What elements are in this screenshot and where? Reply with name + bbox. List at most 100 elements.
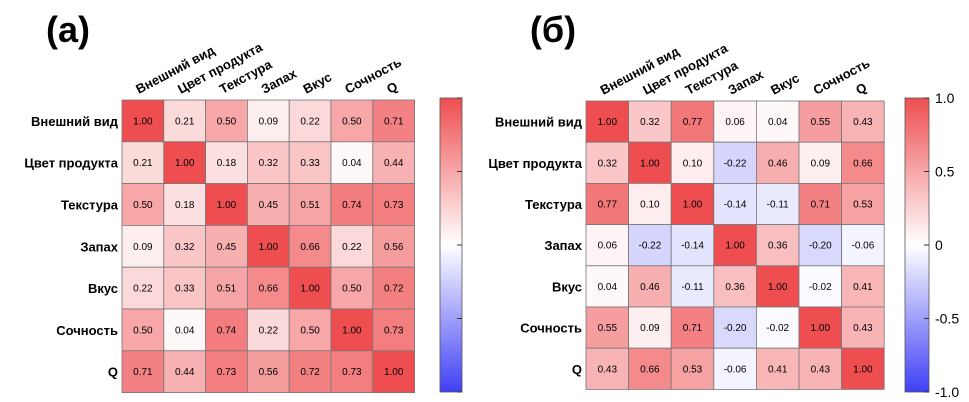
heatmap-cell [798, 141, 842, 184]
cell-value-label: 1.00 [259, 242, 279, 253]
heatmap-cell [246, 350, 290, 393]
cell-value-label: 1.00 [811, 323, 831, 334]
heatmap-cell [713, 265, 757, 308]
cell-value-label: -0.02 [809, 282, 832, 293]
heatmap-cell [756, 265, 800, 308]
cell-value-label: 0.46 [640, 282, 660, 293]
cell-value-label: 1.00 [175, 158, 195, 169]
row-label: Текстура [61, 198, 119, 213]
cell-value-label: 0.45 [259, 200, 279, 211]
cell-value-label: 0.04 [342, 158, 362, 169]
row-label: Вкус [552, 279, 582, 294]
heatmap-cell [163, 308, 207, 352]
cell-value-label: 0.09 [259, 116, 279, 127]
cell-value-label: 0.43 [853, 117, 873, 128]
cell-value-label: 0.71 [811, 200, 831, 211]
heatmap-cell [756, 224, 800, 267]
cell-value-label: -0.20 [724, 323, 747, 334]
heatmap-cell [372, 350, 415, 393]
cell-value-label: 0.55 [811, 117, 831, 128]
cell-value-label: -0.02 [766, 323, 789, 334]
heatmap-cell [756, 347, 800, 390]
cell-value-label: 0.74 [217, 325, 237, 336]
heatmap-cell [288, 141, 332, 185]
panel-a: (а) 1.00 0.21 0.50 0.09 0.22 0.50 0.71 0.21 1.00 0… [24, 9, 463, 393]
cell-value-label: 0.56 [259, 367, 279, 378]
column-label: Вкус [300, 69, 334, 96]
heatmap-cell [756, 182, 800, 225]
heatmap-cell [798, 347, 842, 390]
row-label: Сочность [520, 321, 582, 336]
cell-value-label: 0.71 [133, 367, 153, 378]
heatmap-cell [841, 182, 885, 225]
row-label: Цвет продукта [488, 156, 582, 171]
cell-value-label: 0.09 [811, 158, 831, 169]
heatmap-cell [121, 308, 165, 352]
cell-value-label: 0.10 [640, 200, 660, 211]
colorbar-tick-label: -1.0 [935, 384, 959, 400]
cell-value-label: 0.73 [384, 325, 404, 336]
heatmap-cell [288, 308, 332, 352]
heatmap-cell [205, 350, 248, 393]
heatmap-cell [205, 141, 248, 185]
column-label: Q [384, 79, 400, 97]
cell-value-label: 0.51 [300, 200, 320, 211]
cell-value-label: 0.44 [384, 158, 404, 169]
cell-value-label: 0.22 [342, 242, 362, 253]
cell-value-label: 0.74 [342, 200, 362, 211]
cell-value-label: -0.06 [724, 364, 747, 375]
heatmap-cell [330, 99, 374, 143]
cell-value-label: -0.14 [724, 200, 747, 211]
colorbar-tick-label: 1.0 [935, 90, 955, 106]
row-label: Цвет продукта [24, 156, 118, 171]
heatmap-cell [121, 99, 165, 143]
heatmap-cell [163, 99, 207, 143]
cell-value-label: 0.50 [342, 284, 362, 295]
heatmap-cell [841, 306, 885, 349]
heatmap-cell [330, 224, 374, 268]
colorbar-tick-label: 0.5 [935, 164, 955, 180]
cell-value-label: 1.00 [640, 158, 660, 169]
heatmap-cell [246, 183, 290, 226]
cell-value-label: 0.22 [133, 284, 153, 295]
cell-value-label: 1.00 [384, 367, 404, 378]
heatmap-cell [205, 266, 248, 310]
cell-value-label: 0.10 [683, 158, 703, 169]
heatmap-cell [585, 306, 629, 349]
cell-value-label: -0.22 [639, 241, 662, 252]
cell-value-label: 0.32 [598, 158, 618, 169]
cell-value-label: 1.00 [133, 116, 153, 127]
row-label: Вкус [88, 281, 118, 296]
cell-value-label: 0.50 [300, 325, 320, 336]
cell-value-label: -0.22 [724, 158, 747, 169]
cell-value-label: 1.00 [853, 364, 873, 375]
cell-value-label: 0.21 [175, 116, 195, 127]
heatmap-cell [585, 265, 629, 308]
row-label: Внешний вид [495, 115, 583, 130]
cell-value-label: 0.43 [811, 364, 831, 375]
heatmap-cell [670, 141, 715, 184]
heatmap-cell [670, 224, 715, 267]
cell-value-label: 0.50 [133, 200, 153, 211]
cell-value-label: 0.32 [175, 242, 195, 253]
row-label: Q [572, 362, 582, 377]
cell-value-label: 0.55 [598, 323, 618, 334]
cell-value-label: 0.18 [175, 200, 195, 211]
heatmap-cell [713, 306, 757, 349]
heatmap-cell [121, 224, 165, 268]
heatmap-cell [330, 350, 374, 393]
cell-value-label: 0.06 [725, 117, 745, 128]
heatmap-cell [205, 99, 248, 143]
cell-value-label: -0.11 [767, 200, 789, 211]
cell-value-label: -0.11 [681, 282, 703, 293]
cell-value-label: 0.71 [384, 116, 404, 127]
cell-value-label: -0.20 [809, 241, 832, 252]
cell-value-label: 0.06 [598, 241, 618, 252]
cell-value-label: 0.50 [217, 116, 237, 127]
panel-label: (а) [46, 9, 90, 50]
row-label: Внешний вид [31, 114, 119, 129]
heatmap-cell [670, 100, 715, 143]
cell-value-label: 0.51 [217, 284, 237, 295]
cell-value-label: 0.46 [768, 158, 788, 169]
heatmap-cell [372, 308, 415, 352]
